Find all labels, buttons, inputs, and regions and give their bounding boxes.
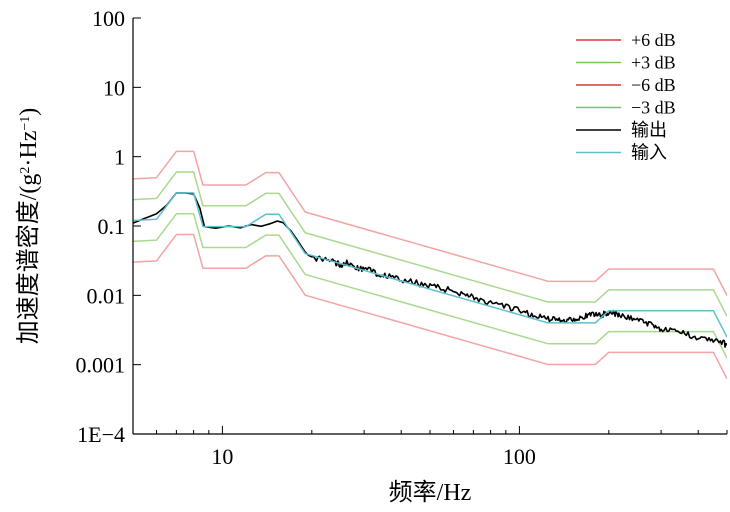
series-line-minus-6-dB bbox=[133, 233, 727, 380]
series-layer bbox=[133, 150, 727, 380]
series-line-plus-3-dB bbox=[133, 171, 727, 317]
series-line-plus-6-dB bbox=[133, 150, 727, 296]
y-axis-title-main: 加速度谱密度/(g bbox=[15, 174, 42, 345]
y-tick-label: 0.1 bbox=[98, 214, 126, 239]
legend-label-minus-3-dB: −3 dB bbox=[631, 98, 676, 118]
y-axis-title-mid: ·Hz bbox=[16, 131, 42, 167]
y-tick-label: 0.001 bbox=[76, 353, 126, 378]
y-axis-title-sup2: −1 bbox=[18, 116, 33, 131]
y-axis-title: 加速度谱密度/(g2·Hz−1) bbox=[15, 108, 42, 345]
y-tick-label: 100 bbox=[92, 6, 125, 31]
x-tick-label: 10 bbox=[211, 444, 233, 469]
x-axis-title: 频率/Hz bbox=[389, 479, 472, 506]
series-line- bbox=[133, 192, 727, 338]
y-axis-title-sup1: 2 bbox=[18, 167, 33, 174]
legend-label-minus-6-dB: −6 dB bbox=[631, 75, 676, 95]
y-tick-label: 0.01 bbox=[87, 283, 126, 308]
legend-label-plus-6-dB: +6 dB bbox=[631, 30, 676, 50]
axes-layer bbox=[132, 17, 728, 435]
y-axis-title-end: ) bbox=[16, 108, 42, 116]
y-tick-label: 10 bbox=[103, 75, 125, 100]
legend-label-: 输入 bbox=[631, 143, 667, 163]
tick-label-layer: 10 100 1E−4 0.001 0.01 0.1 1 10 100 bbox=[76, 6, 536, 469]
legend-label-: 输出 bbox=[631, 120, 667, 140]
series-line-minus-3-dB bbox=[133, 213, 727, 359]
y-tick-label: 1E−4 bbox=[77, 422, 125, 447]
legend-label-plus-3-dB: +3 dB bbox=[631, 53, 676, 73]
series-line- bbox=[133, 192, 727, 348]
y-tick-label: 1 bbox=[114, 145, 125, 170]
x-tick-label: 100 bbox=[503, 444, 536, 469]
